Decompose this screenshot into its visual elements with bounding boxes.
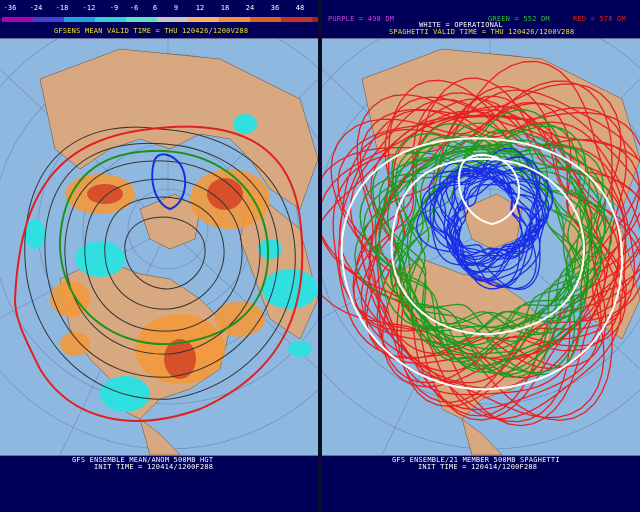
spaghetti-member-line: [439, 162, 545, 281]
spaghetti-map: [322, 38, 640, 456]
negative-anomalies: [25, 114, 318, 412]
scale-label: 9: [173, 4, 179, 12]
scale-swatch: [219, 17, 250, 22]
spaghetti-member-line: [339, 107, 628, 421]
spaghetti-member-line: [354, 125, 587, 375]
left-footer-title: GFS ENSEMBLE MEAN/ANOM 500MB HGT: [72, 456, 214, 464]
scale-label: -36: [3, 4, 17, 12]
spaghetti-member-line: [391, 134, 589, 338]
scale-label: -9: [109, 4, 119, 12]
scale-label: -24: [29, 4, 43, 12]
scale-label: -18: [55, 4, 69, 12]
spaghetti-member-line: [322, 83, 622, 420]
right-footer-title: GFS ENSEMBLE/21 MEMBER 500MB SPAGHETTI: [392, 456, 560, 464]
spaghetti-member-line: [330, 102, 640, 423]
scale-swatch: [2, 17, 33, 22]
legend-green: GREEN = 552 DM: [488, 15, 550, 23]
right-footer-init: INIT TIME = 120414/1200F288: [418, 463, 538, 471]
spaghetti-member-line: [353, 115, 627, 359]
scale-swatch: [188, 17, 219, 22]
operational-lines: [340, 137, 624, 391]
spaghetti-member-line: [448, 179, 523, 261]
spaghetti-member-line: [421, 159, 554, 290]
spaghetti-member-line: [322, 89, 640, 419]
ensemble-mean-panel: -36 -24 -18 -12 -9 -6 6 9 12 18 24 36 48…: [0, 0, 374, 512]
legend-purple: PURPLE = 498 DM: [328, 15, 395, 23]
scale-label: 18: [220, 4, 230, 12]
height-contours: [24, 126, 296, 400]
strong-positive-anomalies: [87, 178, 243, 379]
spaghetti-member-line: [352, 101, 606, 379]
scale-swatch: [64, 17, 95, 22]
spaghetti-member-line: [447, 159, 541, 273]
green-contour-552: [58, 149, 270, 346]
spaghetti-member-line: [368, 79, 636, 404]
spaghetti-member-line: [429, 147, 546, 291]
scale-swatch: [250, 17, 281, 22]
scale-label: 36: [270, 4, 280, 12]
red-contour-576: [14, 125, 304, 422]
spaghetti-member-line: [406, 122, 591, 346]
legend-red: RED = 576 DM: [573, 15, 626, 23]
blue-contour-498: [151, 153, 187, 211]
scale-swatch: [157, 17, 188, 22]
spaghetti-member-line: [416, 156, 541, 290]
ensemble-mean-map: [0, 38, 318, 456]
scale-swatch: [281, 17, 312, 22]
spaghetti-member-line: [394, 144, 613, 350]
spaghetti-member-line: [372, 139, 607, 376]
spaghetti-member-line: [391, 133, 602, 371]
scale-swatch: [33, 17, 64, 22]
spaghetti-member-line: [359, 130, 607, 374]
left-footer-init: INIT TIME = 120414/1200F288: [94, 463, 214, 471]
scale-label: -12: [82, 4, 96, 12]
spaghetti-member-line: [399, 129, 585, 336]
spaghetti-member-line: [378, 144, 614, 355]
spaghetti-member-line: [428, 164, 550, 287]
spaghetti-member-line: [453, 163, 538, 265]
spaghetti-member-line: [322, 110, 640, 411]
scale-label: 6: [152, 4, 158, 12]
spaghetti-member-line: [356, 93, 640, 417]
right-valid-time: SPAGHETTI VALID TIME = THU 120426/1200V2…: [389, 28, 575, 36]
left-valid-time: GFSENS MEAN VALID TIME = THU 120426/1200…: [54, 27, 249, 35]
scale-swatch: [126, 17, 157, 22]
spaghetti-panel: PURPLE = 498 DM GREEN = 552 DM RED = 576…: [322, 0, 640, 512]
scale-label: 12: [195, 4, 205, 12]
spaghetti-member-line: [452, 170, 532, 260]
panel-divider: [318, 0, 322, 512]
spaghetti-member-line: [389, 142, 574, 342]
scale-label: 48: [295, 4, 305, 12]
scale-swatch: [95, 17, 126, 22]
scale-label: -6: [129, 4, 139, 12]
spaghetti-member-line: [424, 167, 549, 282]
blue-spaghetti-498: [416, 147, 554, 291]
scale-label: 24: [245, 4, 255, 12]
legend-white: WHITE = OPERATIONAL: [419, 21, 503, 29]
spaghetti-member-line: [364, 85, 620, 370]
spaghetti-member-line: [332, 60, 627, 422]
